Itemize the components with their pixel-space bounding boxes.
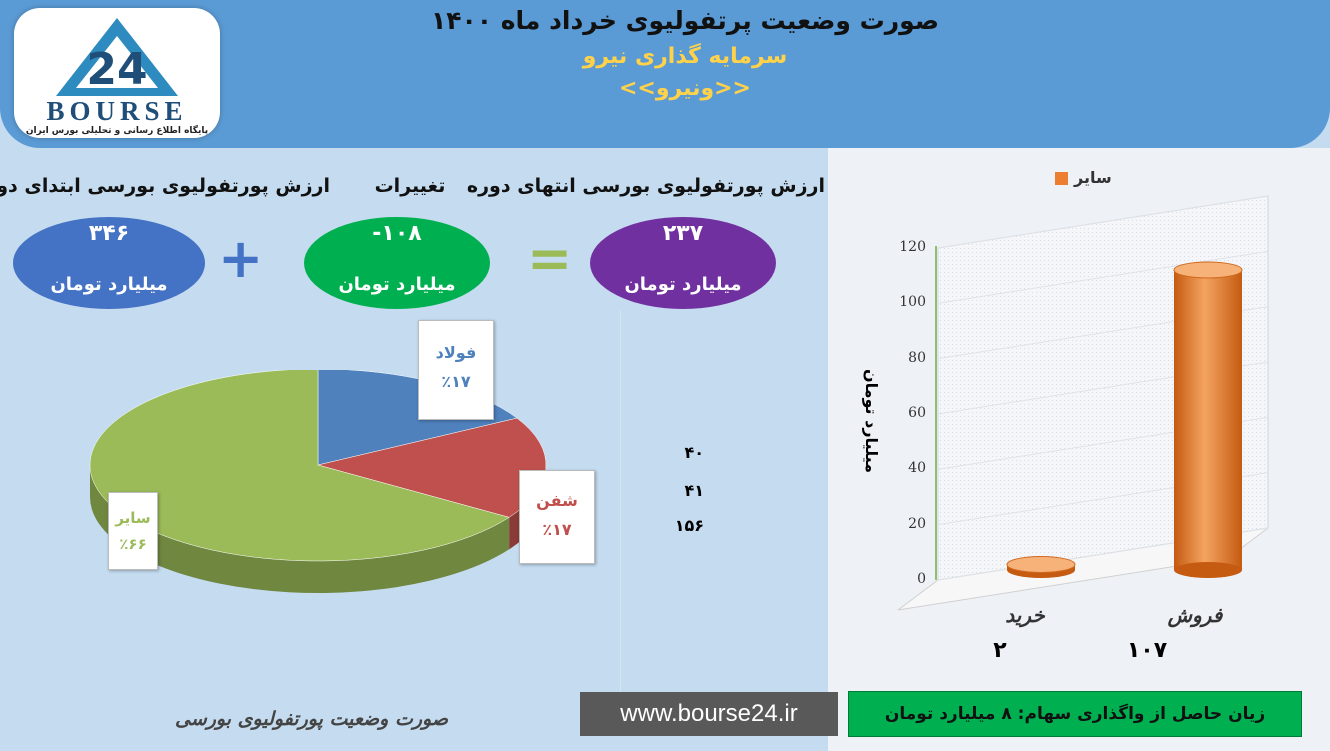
bar-value-label: ۲ — [993, 638, 1007, 663]
pie-percent: ٪۱۷ — [542, 520, 572, 539]
logo-caption: پایگاه اطلاع رسانی و تحلیلی بورس ایران — [25, 126, 209, 136]
pie-label: فولاد — [435, 343, 477, 362]
change-value: -۱۰۸ — [372, 221, 422, 246]
y-tick-label: 80 — [908, 349, 926, 366]
pie-value-item: ۱۵۶ — [674, 516, 704, 535]
pie-callout-folad: فولاد ٪۱۷ — [418, 320, 494, 420]
y-tick-label: 60 — [908, 405, 926, 421]
pie-slice-side — [90, 465, 510, 594]
x-category-label: خرید — [1005, 603, 1045, 627]
change-value-oval: -۱۰۸ میلیارد تومان — [304, 217, 490, 309]
company-symbol: <<ونیرو>> — [618, 76, 751, 101]
pie-callout-shafan: شفن ٪۱۷ — [519, 470, 595, 564]
pie-value-item: ۴۰ — [684, 443, 704, 462]
svg-text:24: 24 — [86, 44, 147, 95]
bar-value-label: ۱۰۷ — [1126, 638, 1168, 663]
company-name: سرمایه گذاری نیرو — [582, 44, 788, 69]
bar-cap — [1173, 261, 1243, 279]
bar-cap — [1006, 555, 1076, 573]
y-axis-label: میلیارد تومان — [862, 368, 881, 474]
y-tick-label: 120 — [899, 239, 926, 255]
end-unit: میلیارد تومان — [624, 274, 742, 295]
bar-body — [1174, 269, 1242, 570]
end-value-label: ارزش پورتفولیوی بورسی انتهای دوره — [466, 175, 825, 197]
pie-label: شفن — [536, 491, 578, 510]
change-label: تغییرات — [374, 175, 446, 197]
y-tick-label: 40 — [908, 460, 926, 477]
y-gridline — [937, 195, 1269, 249]
website-link[interactable]: www.bourse24.ir — [580, 692, 838, 736]
pie-label: سایر — [115, 509, 151, 527]
start-value-label: ارزش پورتفولیوی بورسی ابتدای دوره — [0, 175, 330, 197]
equals-sign: = — [527, 227, 573, 290]
start-value-oval: ۳۴۶ میلیارد تومان — [13, 217, 205, 309]
pie-percent: ٪۶۶ — [119, 535, 147, 553]
logo-word: BOURSE — [46, 96, 188, 126]
header-banner — [0, 0, 1330, 148]
pie-value-item: ۴۱ — [684, 481, 704, 500]
footer-title: صورت وضعیت پورتفولیوی بورسی — [175, 708, 448, 730]
start-unit: میلیارد تومان — [50, 274, 168, 295]
pie-percent: ٪۱۷ — [441, 372, 471, 391]
pie-callout-sayer: سایر ٪۶۶ — [108, 492, 158, 570]
logo-mark-icon: 24 — [56, 18, 178, 96]
y-gridline — [937, 250, 1269, 304]
y-tick-label: 100 — [899, 294, 926, 311]
bourse24-logo[interactable]: 24 BOURSE پایگاه اطلاع رسانی و تحلیلی بو… — [14, 8, 220, 138]
bar-base — [1174, 562, 1242, 578]
y-tick-label: 20 — [908, 515, 926, 532]
bar — [1173, 261, 1243, 578]
column-divider — [620, 310, 621, 695]
end-value: ۲۳۷ — [662, 221, 704, 246]
plus-sign: + — [218, 227, 264, 290]
end-value-oval: ۲۳۷ میلیارد تومان — [590, 217, 776, 309]
bar — [1006, 555, 1076, 578]
x-category-label: فروش — [1167, 603, 1223, 627]
change-unit: میلیارد تومان — [338, 274, 456, 295]
start-value: ۳۴۶ — [88, 221, 130, 246]
sale-loss-note: زیان حاصل از واگذاری سهام: ۸ میلیارد توم… — [848, 691, 1302, 737]
bar-chart — [897, 195, 1269, 611]
y-tick-label: 0 — [917, 571, 926, 587]
page-title: صورت وضعیت پرتفولیوی خرداد ماه ۱۴۰۰ — [431, 6, 939, 35]
legend-swatch — [1055, 172, 1068, 185]
legend-label: سایر — [1074, 168, 1112, 187]
